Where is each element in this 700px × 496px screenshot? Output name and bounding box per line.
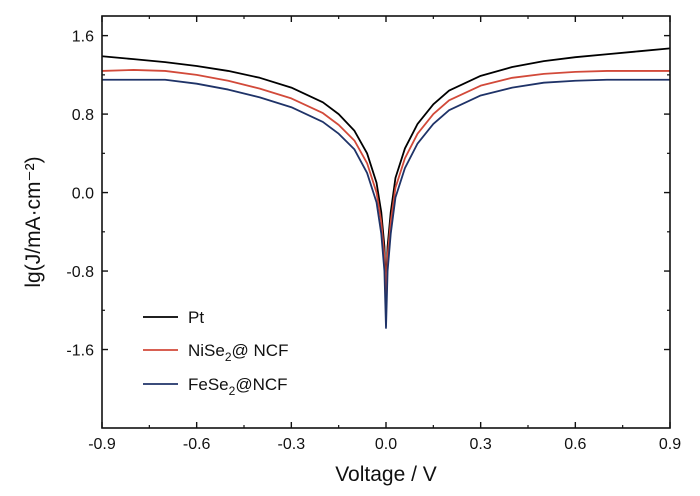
y-tick-label: 0.0 bbox=[72, 186, 94, 203]
series-line-1 bbox=[101, 69, 670, 297]
series-line-0 bbox=[101, 47, 671, 290]
legend-label-2: FeSe2@NCF bbox=[188, 375, 288, 398]
legend-label-0: Pt bbox=[188, 308, 204, 327]
tick-layer: -0.9 -0.6 -0.3 0.0 0.3 0.6 0.9 1.6 0.8 0.0 -0.8 -1.… bbox=[66, 16, 681, 453]
x-tick-label: 0.9 bbox=[659, 436, 681, 453]
legend-label-1: NiSe2@ NCF bbox=[188, 341, 288, 364]
series-line-2 bbox=[102, 78, 670, 329]
x-tick-label: -0.9 bbox=[88, 436, 116, 453]
y-axis-label: lg(J/mA·cm⁻²) bbox=[22, 156, 45, 287]
x-tick-label: 0.6 bbox=[564, 436, 586, 453]
series-layer bbox=[101, 47, 671, 329]
x-tick-label: -0.3 bbox=[278, 436, 306, 453]
x-tick-label: 0.0 bbox=[375, 436, 397, 453]
plot-area-frame bbox=[101, 15, 671, 429]
y-tick-label: 1.6 bbox=[72, 29, 94, 46]
y-tick-label: -0.8 bbox=[66, 264, 94, 281]
x-tick-label: -0.6 bbox=[183, 436, 211, 453]
y-tick-label: -1.6 bbox=[66, 343, 94, 360]
x-tick-label: 0.3 bbox=[470, 436, 492, 453]
y-tick-label: 0.8 bbox=[72, 107, 94, 124]
x-axis-label: Voltage / V bbox=[335, 463, 437, 486]
legend: Pt NiSe2@ NCF FeSe2@NCF bbox=[143, 308, 288, 398]
